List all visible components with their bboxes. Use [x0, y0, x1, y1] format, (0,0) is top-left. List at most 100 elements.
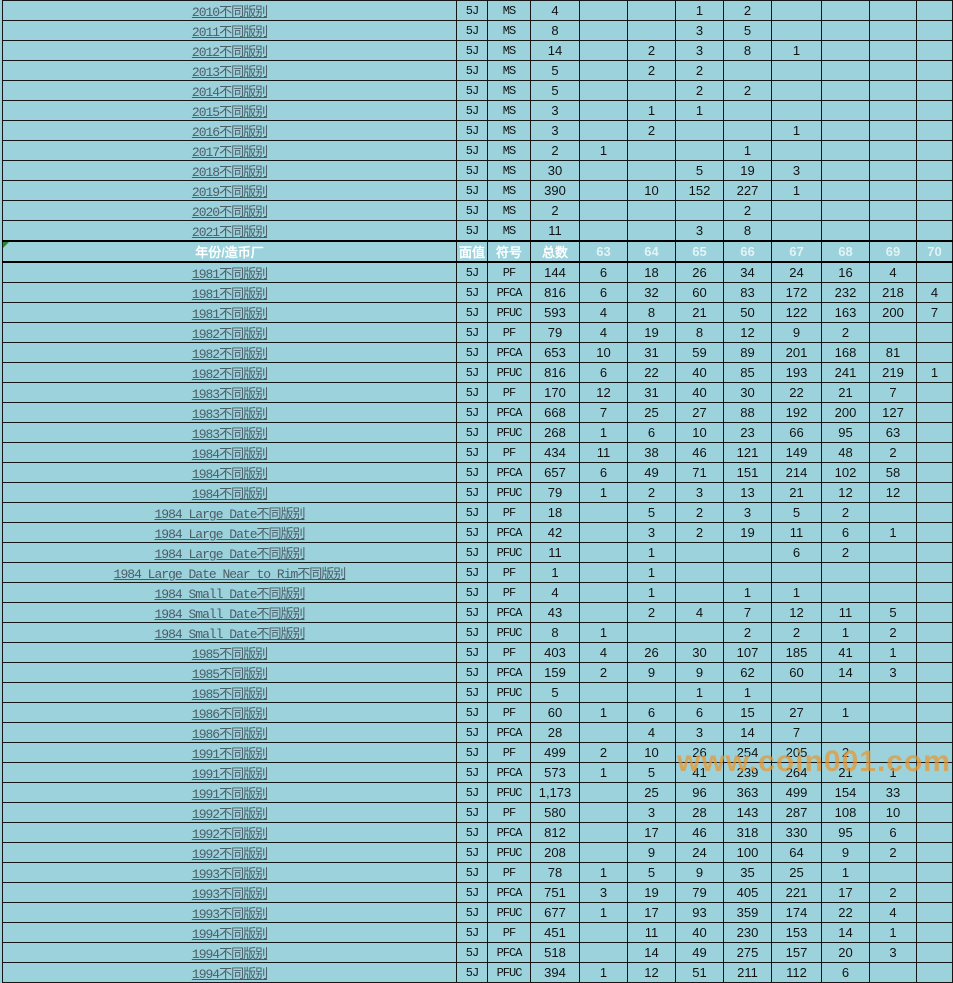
grade-cell[interactable]: 2: [869, 442, 917, 463]
denom-cell[interactable]: 5J: [456, 842, 488, 863]
grade-cell[interactable]: [771, 200, 822, 221]
symbol-cell[interactable]: PFUC: [487, 362, 531, 383]
grade-cell[interactable]: 121: [723, 442, 772, 463]
grade-cell[interactable]: [579, 682, 628, 703]
year-version-link[interactable]: 1992不同版别: [2, 842, 457, 863]
grade-cell[interactable]: 12: [627, 962, 676, 983]
grade-cell[interactable]: 10: [579, 342, 628, 363]
symbol-cell[interactable]: PF: [487, 382, 531, 403]
grade-cell[interactable]: 9: [627, 662, 676, 683]
grade-cell[interactable]: [916, 782, 953, 803]
symbol-cell[interactable]: MS: [487, 160, 531, 181]
denom-cell[interactable]: 5J: [456, 402, 488, 423]
grade-cell[interactable]: [675, 200, 724, 221]
grade-cell[interactable]: 30: [723, 382, 772, 403]
symbol-cell[interactable]: PFCA: [487, 402, 531, 423]
denom-cell[interactable]: 5J: [456, 220, 488, 242]
grade-cell[interactable]: 12: [821, 482, 870, 503]
year-version-link[interactable]: 2021不同版别: [2, 220, 457, 242]
header-grade-63[interactable]: 63: [579, 240, 628, 263]
symbol-cell[interactable]: PFCA: [487, 722, 531, 743]
grade-cell[interactable]: 3: [675, 722, 724, 743]
grade-cell[interactable]: 143: [723, 802, 772, 823]
grade-cell[interactable]: 19: [627, 882, 676, 903]
total-cell[interactable]: 816: [530, 362, 580, 383]
total-cell[interactable]: 170: [530, 382, 580, 403]
grade-cell[interactable]: 4: [916, 282, 953, 303]
grade-cell[interactable]: [821, 220, 870, 242]
grade-cell[interactable]: [723, 562, 772, 583]
grade-cell[interactable]: 13: [723, 482, 772, 503]
grade-cell[interactable]: [916, 200, 953, 221]
year-version-link[interactable]: 1985不同版别: [2, 682, 457, 703]
denom-cell[interactable]: 5J: [456, 180, 488, 201]
year-version-link[interactable]: 2018不同版别: [2, 160, 457, 181]
grade-cell[interactable]: [869, 722, 917, 743]
year-version-link[interactable]: 2010不同版别: [2, 0, 457, 21]
symbol-cell[interactable]: MS: [487, 200, 531, 221]
grade-cell[interactable]: [579, 180, 628, 201]
grade-cell[interactable]: [723, 60, 772, 81]
grade-cell[interactable]: [869, 742, 917, 763]
grade-cell[interactable]: [869, 200, 917, 221]
grade-cell[interactable]: 10: [675, 422, 724, 443]
grade-cell[interactable]: 2: [869, 842, 917, 863]
grade-cell[interactable]: 14: [821, 922, 870, 943]
grade-cell[interactable]: 85: [723, 362, 772, 383]
year-version-link[interactable]: 2012不同版别: [2, 40, 457, 61]
grade-cell[interactable]: 95: [821, 422, 870, 443]
grade-cell[interactable]: [821, 180, 870, 201]
symbol-cell[interactable]: PF: [487, 502, 531, 523]
grade-cell[interactable]: 50: [723, 302, 772, 323]
grade-cell[interactable]: [916, 942, 953, 963]
total-cell[interactable]: 573: [530, 762, 580, 783]
grade-cell[interactable]: 11: [771, 522, 822, 543]
grade-cell[interactable]: 22: [771, 382, 822, 403]
grade-cell[interactable]: [579, 200, 628, 221]
denom-cell[interactable]: 5J: [456, 622, 488, 643]
total-cell[interactable]: 653: [530, 342, 580, 363]
grade-cell[interactable]: 5: [627, 762, 676, 783]
denom-cell[interactable]: 5J: [456, 922, 488, 943]
year-version-link[interactable]: 1984不同版别: [2, 442, 457, 463]
grade-cell[interactable]: 122: [771, 302, 822, 323]
grade-cell[interactable]: [579, 522, 628, 543]
grade-cell[interactable]: 2: [723, 622, 772, 643]
denom-cell[interactable]: 5J: [456, 140, 488, 161]
grade-cell[interactable]: 31: [627, 342, 676, 363]
grade-cell[interactable]: 1: [579, 762, 628, 783]
grade-cell[interactable]: 4: [579, 322, 628, 343]
grade-cell[interactable]: [579, 0, 628, 21]
grade-cell[interactable]: [869, 322, 917, 343]
grade-cell[interactable]: [869, 140, 917, 161]
grade-cell[interactable]: 1: [771, 120, 822, 141]
grade-cell[interactable]: 157: [771, 942, 822, 963]
grade-cell[interactable]: [869, 60, 917, 81]
grade-cell[interactable]: [916, 160, 953, 181]
grade-cell[interactable]: 1: [675, 0, 724, 21]
grade-cell[interactable]: 21: [821, 382, 870, 403]
symbol-cell[interactable]: PF: [487, 562, 531, 583]
grade-cell[interactable]: [916, 322, 953, 343]
grade-cell[interactable]: 11: [579, 442, 628, 463]
grade-cell[interactable]: [916, 0, 953, 21]
grade-cell[interactable]: [627, 0, 676, 21]
grade-cell[interactable]: 1: [869, 762, 917, 783]
total-cell[interactable]: 79: [530, 322, 580, 343]
grade-cell[interactable]: [723, 100, 772, 121]
grade-cell[interactable]: [821, 0, 870, 21]
total-cell[interactable]: 394: [530, 962, 580, 983]
grade-cell[interactable]: 26: [627, 642, 676, 663]
total-cell[interactable]: 30: [530, 160, 580, 181]
total-cell[interactable]: 5: [530, 80, 580, 101]
symbol-cell[interactable]: PFCA: [487, 522, 531, 543]
grade-cell[interactable]: 153: [771, 922, 822, 943]
header-grade-66[interactable]: 66: [723, 240, 772, 263]
grade-cell[interactable]: [916, 402, 953, 423]
grade-cell[interactable]: 218: [869, 282, 917, 303]
total-cell[interactable]: 593: [530, 302, 580, 323]
grade-cell[interactable]: [579, 842, 628, 863]
grade-cell[interactable]: 25: [771, 862, 822, 883]
grade-cell[interactable]: 60: [675, 282, 724, 303]
grade-cell[interactable]: [916, 702, 953, 723]
